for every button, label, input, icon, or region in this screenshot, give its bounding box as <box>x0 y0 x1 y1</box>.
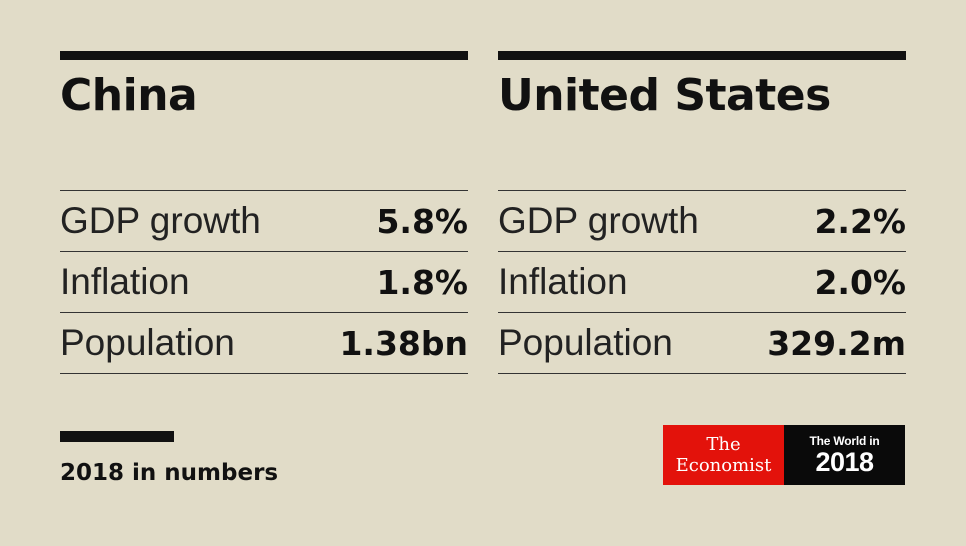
china-population-value: 1.38bn <box>339 323 468 363</box>
footer-rule <box>60 431 174 442</box>
world-in-2018-logo: The World in 2018 <box>784 425 905 485</box>
united-states-heading: United States <box>498 70 831 121</box>
united-states-inflation-label: Inflation <box>498 261 628 302</box>
united-states-population-label: Population <box>498 322 673 363</box>
united-states-stats-table: GDP growth 2.2% Inflation 2.0% Populatio… <box>498 190 906 374</box>
china-stats-table: GDP growth 5.8% Inflation 1.8% Populatio… <box>60 190 468 374</box>
united-states-population-value: 329.2m <box>767 323 906 363</box>
china-gdp-growth-value: 5.8% <box>376 201 468 241</box>
economist-world-in-2018-logo: The Economist The World in 2018 <box>663 425 905 485</box>
footer-caption: 2018 in numbers <box>60 460 279 486</box>
china-inflation-label: Inflation <box>60 261 190 302</box>
united-states-column: United States GDP growth 2.2% Inflation … <box>498 51 906 374</box>
united-states-gdp-growth-row: GDP growth 2.2% <box>498 191 906 252</box>
united-states-top-rule <box>498 51 906 60</box>
world-in-logo-text: The World in <box>809 434 880 448</box>
china-column: China GDP growth 5.8% Inflation 1.8% Pop… <box>60 51 468 374</box>
china-heading: China <box>60 70 198 121</box>
china-gdp-growth-row: GDP growth 5.8% <box>60 191 468 252</box>
china-gdp-growth-label: GDP growth <box>60 200 261 241</box>
china-population-row: Population 1.38bn <box>60 313 468 374</box>
world-in-logo-year: 2018 <box>815 447 874 477</box>
united-states-gdp-growth-label: GDP growth <box>498 200 699 241</box>
china-inflation-value: 1.8% <box>376 262 468 302</box>
economist-logo-name: Economist <box>675 455 772 476</box>
united-states-inflation-value: 2.0% <box>814 262 906 302</box>
united-states-gdp-growth-value: 2.2% <box>814 201 906 241</box>
united-states-inflation-row: Inflation 2.0% <box>498 252 906 313</box>
economist-logo-the: The <box>706 434 741 455</box>
china-inflation-row: Inflation 1.8% <box>60 252 468 313</box>
economist-logo: The Economist <box>663 425 784 485</box>
china-top-rule <box>60 51 468 60</box>
china-population-label: Population <box>60 322 235 363</box>
united-states-population-row: Population 329.2m <box>498 313 906 374</box>
